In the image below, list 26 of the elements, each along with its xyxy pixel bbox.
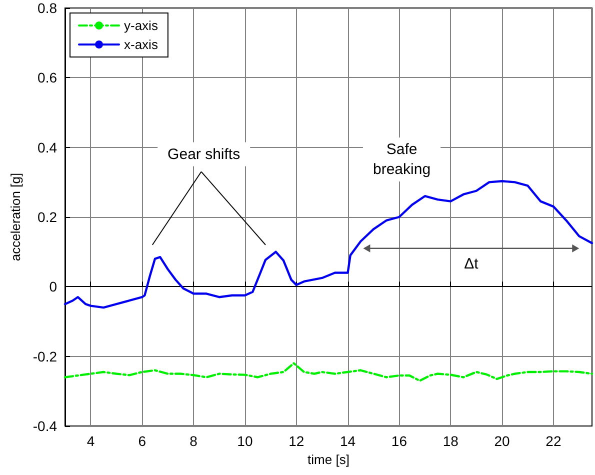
y-tick-label: 0.2 bbox=[38, 209, 58, 225]
line-series bbox=[64, 362, 594, 382]
x-tick-label: 10 bbox=[237, 433, 253, 449]
annotation: Δt bbox=[464, 256, 480, 273]
legend-label: x-axis bbox=[124, 37, 158, 52]
x-tick-label: 12 bbox=[288, 433, 304, 449]
x-tick-label: 4 bbox=[86, 433, 95, 449]
y-tick-label: -0.4 bbox=[32, 418, 58, 434]
y-tick-label: 0.6 bbox=[38, 70, 58, 86]
y-tick-label: -0.2 bbox=[32, 348, 58, 364]
x-tick-label: 20 bbox=[494, 433, 510, 449]
x-tick-label: 18 bbox=[442, 433, 459, 449]
y-tick-label: 0.8 bbox=[38, 0, 58, 16]
y-tick-label: 0.4 bbox=[38, 139, 58, 156]
y-tick-label: 0 bbox=[49, 278, 58, 295]
x-axis-title: time [s] bbox=[308, 452, 350, 467]
line-series bbox=[64, 180, 594, 309]
annotation: Safe breaking bbox=[372, 141, 431, 178]
x-tick-label: 6 bbox=[138, 433, 146, 449]
legend-label: y-axis bbox=[124, 18, 158, 33]
x-tick-label: 22 bbox=[546, 433, 562, 449]
y-axis-title: acceleration [g] bbox=[8, 172, 23, 262]
x-tick-label: 8 bbox=[190, 433, 198, 449]
annotation: Gear shifts bbox=[168, 146, 240, 163]
x-tick-label: 14 bbox=[340, 433, 356, 449]
x-tick-label: 16 bbox=[391, 433, 408, 449]
